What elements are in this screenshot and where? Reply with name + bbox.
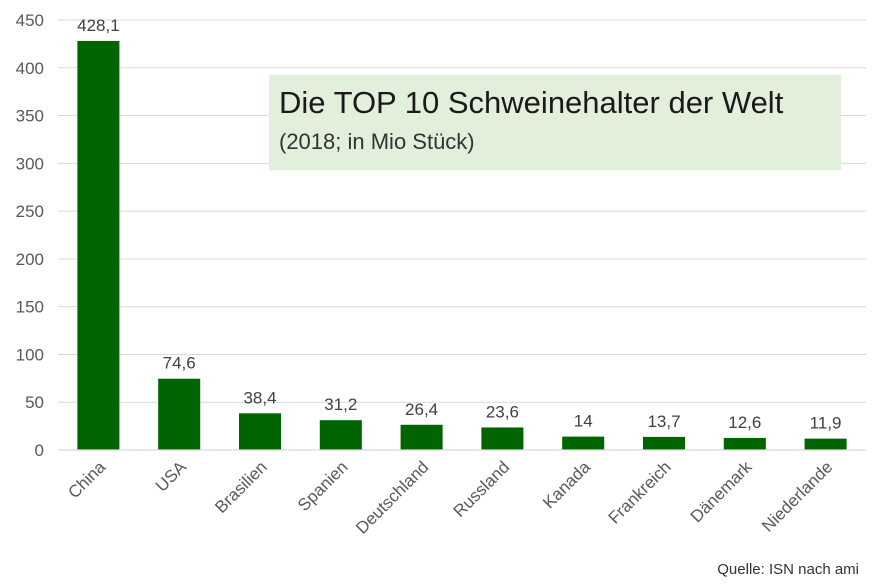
- y-tick-label: 400: [16, 59, 44, 78]
- source-note: Quelle: ISN nach ami: [717, 561, 859, 578]
- chart-subtitle: (2018; in Mio Stück): [279, 129, 475, 154]
- data-label: 23,6: [486, 402, 519, 421]
- bar: [562, 436, 605, 450]
- x-tick-label: Russland: [450, 457, 514, 521]
- data-label: 428,1: [77, 16, 120, 35]
- y-tick-label: 150: [16, 298, 44, 317]
- data-label: 12,6: [728, 413, 761, 432]
- x-tick-label: Spanien: [294, 457, 352, 515]
- bar: [481, 427, 524, 450]
- x-tick-label: USA: [152, 457, 191, 496]
- data-label: 26,4: [405, 400, 438, 419]
- x-tick-label: Dänemark: [687, 457, 756, 526]
- y-tick-label: 300: [16, 154, 44, 173]
- y-tick-label: 0: [35, 441, 44, 460]
- bar: [400, 424, 443, 450]
- x-tick-label: Brasilien: [211, 457, 271, 517]
- x-tick-label: Frankreich: [605, 457, 675, 527]
- x-tick-label: Niederlande: [758, 457, 836, 535]
- chart-title-box: Die TOP 10 Schweinehalter der Welt (2018…: [269, 75, 841, 170]
- y-tick-label: 250: [16, 202, 44, 221]
- x-tick-label: Deutschland: [352, 457, 432, 537]
- data-label: 11,9: [810, 414, 842, 433]
- x-tick-label: China: [64, 457, 109, 502]
- bar: [804, 438, 847, 450]
- bar: [238, 413, 282, 450]
- chart-title: Die TOP 10 Schweinehalter der Welt: [279, 85, 784, 120]
- data-label: 38,4: [243, 388, 276, 407]
- data-label: 74,6: [163, 354, 196, 373]
- data-label: 14: [574, 412, 593, 431]
- bar: [319, 420, 362, 450]
- data-label: 13,7: [647, 412, 680, 431]
- x-tick-label: Kanada: [539, 457, 594, 512]
- y-tick-label: 350: [16, 107, 44, 126]
- bar: [723, 437, 766, 450]
- bar: [642, 436, 686, 450]
- data-label: 31,2: [324, 395, 357, 414]
- y-tick-label: 100: [16, 345, 44, 364]
- bar: [158, 378, 201, 450]
- y-tick-label: 200: [16, 250, 44, 269]
- y-tick-label: 50: [25, 393, 44, 412]
- bar: [77, 40, 120, 450]
- y-tick-label: 450: [16, 11, 44, 30]
